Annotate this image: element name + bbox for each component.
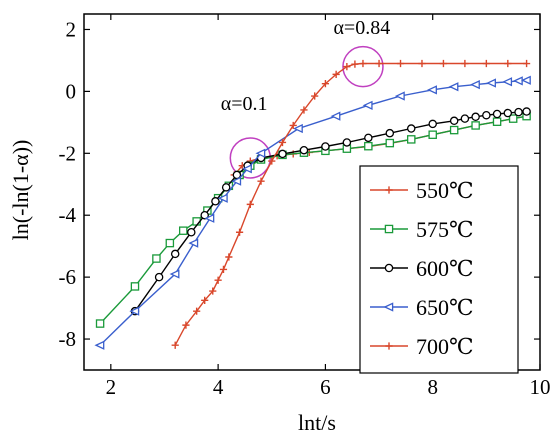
- data-point: [223, 184, 230, 191]
- data-point: [472, 81, 480, 88]
- data-point: [488, 79, 496, 86]
- data-point: [408, 125, 415, 132]
- data-point: [364, 102, 372, 109]
- data-point: [451, 126, 458, 133]
- data-point: [225, 253, 232, 260]
- data-point: [429, 120, 436, 127]
- legend: 550℃ 575℃ 600℃ 650℃ 700℃: [360, 166, 518, 373]
- y-tick-label: 0: [66, 79, 77, 103]
- data-point: [514, 77, 522, 84]
- y-tick-label: -6: [59, 265, 77, 289]
- data-point: [522, 77, 530, 84]
- data-point: [461, 60, 468, 67]
- data-point: [493, 118, 500, 125]
- data-point: [188, 229, 195, 236]
- x-tick-label: 4: [213, 375, 224, 399]
- data-point: [332, 113, 340, 120]
- data-point: [156, 274, 163, 281]
- data-point: [523, 60, 530, 67]
- y-tick-label: -2: [59, 141, 77, 165]
- data-point: [172, 342, 179, 349]
- data-point: [153, 255, 160, 262]
- data-point: [365, 134, 372, 141]
- data-point: [450, 83, 458, 90]
- x-tick-label: 6: [320, 375, 331, 399]
- data-point: [523, 108, 530, 115]
- data-point: [472, 122, 479, 129]
- data-point: [190, 239, 198, 246]
- data-point: [220, 266, 227, 273]
- data-point: [504, 78, 512, 85]
- data-point: [172, 250, 179, 257]
- data-point: [300, 147, 307, 154]
- data-point: [461, 115, 468, 122]
- y-tick-label: 2: [66, 17, 77, 41]
- data-point: [236, 229, 243, 236]
- x-tick-label: 2: [106, 375, 117, 399]
- y-axis-label: ln(-ln(1-α)): [8, 140, 33, 241]
- data-point: [429, 131, 436, 138]
- legend-label: 550℃: [416, 178, 474, 203]
- data-point: [257, 178, 264, 185]
- legend-label: 700℃: [416, 334, 474, 359]
- data-point: [408, 136, 415, 143]
- data-point: [386, 130, 393, 137]
- data-point: [131, 283, 138, 290]
- data-point: [385, 225, 392, 232]
- data-point: [247, 201, 254, 208]
- x-axis-label: lnt/s: [298, 410, 336, 435]
- data-point: [515, 109, 522, 116]
- data-point: [493, 110, 500, 117]
- data-point: [429, 86, 437, 93]
- data-point: [180, 227, 187, 234]
- y-tick-label: -8: [59, 327, 77, 351]
- data-point: [440, 60, 447, 67]
- x-tick-label: 8: [427, 375, 438, 399]
- data-point: [322, 143, 329, 150]
- data-point: [504, 109, 511, 116]
- x-tick-label: 10: [530, 375, 550, 399]
- data-point: [212, 198, 219, 205]
- data-point: [396, 92, 404, 99]
- data-point: [351, 61, 358, 68]
- data-point: [215, 277, 222, 284]
- data-point: [96, 320, 103, 327]
- data-point: [166, 239, 173, 246]
- data-point: [483, 60, 490, 67]
- data-point: [483, 112, 490, 119]
- data-point: [385, 264, 392, 271]
- legend-label: 600℃: [416, 256, 474, 281]
- data-point: [96, 342, 104, 349]
- data-point: [504, 60, 511, 67]
- legend-label: 650℃: [416, 295, 474, 320]
- data-point: [397, 60, 404, 67]
- legend-label: 575℃: [416, 217, 474, 242]
- annotation-label: α=0.84: [333, 17, 390, 39]
- data-point: [472, 113, 479, 120]
- annotation-label: α=0.1: [221, 93, 268, 115]
- data-point: [343, 139, 350, 146]
- data-point: [365, 143, 372, 150]
- data-point: [418, 60, 425, 67]
- data-point: [279, 150, 286, 157]
- data-point: [451, 117, 458, 124]
- data-point: [359, 60, 366, 67]
- data-point: [386, 139, 393, 146]
- y-tick-label: -4: [59, 203, 77, 227]
